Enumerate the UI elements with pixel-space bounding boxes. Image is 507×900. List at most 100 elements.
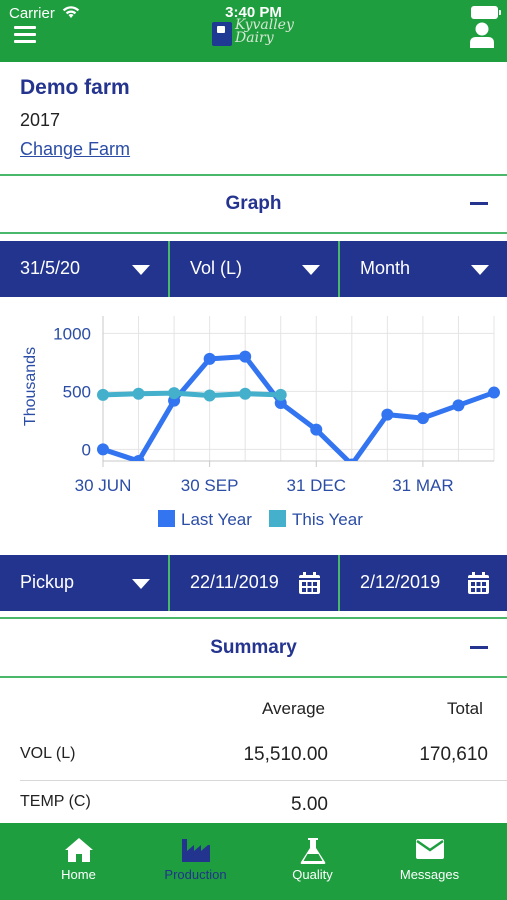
date-to-picker[interactable]: 2/12/2019	[340, 555, 507, 611]
summary-row-label: VOL (L)	[20, 745, 76, 762]
data-point-this-year	[203, 389, 216, 402]
logo-mark-icon	[212, 22, 232, 46]
divider-line	[0, 617, 507, 619]
summary-section-title: Summary	[210, 637, 297, 658]
graph-selector-bar: 31/5/20 Vol (L) Month	[0, 241, 507, 297]
data-point-last-year	[416, 412, 429, 425]
selector-divider	[168, 555, 170, 611]
summary-row-average: 5.00	[291, 794, 328, 815]
collapse-summary-icon[interactable]	[470, 646, 488, 649]
graph-section-header[interactable]: Graph	[0, 176, 507, 232]
chevron-down-icon	[302, 265, 320, 275]
series-line-last-year	[102, 354, 495, 461]
data-point-this-year	[97, 388, 109, 401]
data-point-this-year	[132, 387, 145, 400]
x-tick-label: 30 JUN	[75, 476, 132, 495]
nav-production-label: Production	[164, 867, 227, 882]
data-point-last-year	[381, 408, 394, 421]
legend-item-this-year[interactable]: This Year	[269, 510, 363, 530]
data-point-last-year	[132, 455, 145, 461]
date-from-picker[interactable]: 22/11/2019	[170, 555, 338, 611]
legend-swatch-last-year	[158, 510, 175, 527]
data-point-last-year	[203, 352, 216, 365]
volume-line-chart: 0 500 1000 30 JUN 30 SEP 31 DEC 31 MAR Thousand…	[22, 316, 500, 495]
date-from-value: 22/11/2019	[190, 572, 279, 592]
date-selector-value: 31/5/20	[20, 258, 81, 278]
data-point-this-year	[168, 387, 181, 400]
y-axis-label: Thousands	[22, 347, 39, 426]
calendar-icon	[299, 572, 320, 594]
pickup-type-selector[interactable]: Pickup	[0, 555, 168, 611]
x-tick-label: 30 SEP	[181, 476, 239, 495]
measure-selector-value: Vol (L)	[190, 258, 243, 278]
data-point-this-year	[274, 388, 287, 401]
legend-label-last-year: Last Year	[181, 510, 252, 529]
x-tick-label: 31 MAR	[392, 476, 453, 495]
change-farm-link[interactable]: Change Farm	[20, 139, 131, 159]
legend-item-last-year[interactable]: Last Year	[158, 510, 252, 530]
data-point-last-year	[346, 458, 357, 461]
period-selector-value: Month	[360, 258, 411, 278]
date-to-value: 2/12/2019	[360, 572, 441, 592]
nav-production[interactable]: Production	[137, 823, 254, 900]
divider-line	[0, 676, 507, 678]
calendar-icon	[468, 572, 489, 594]
summary-header-average: Average	[262, 699, 326, 718]
selector-divider	[338, 241, 340, 297]
farm-name: Demo farm	[20, 76, 130, 99]
data-point-last-year	[310, 423, 323, 436]
top-app-bar: Carrier 3:40 PM Kyvalley Dairy	[0, 0, 507, 62]
summary-row-label: TEMP (C)	[20, 793, 91, 810]
pickup-filter-bar: Pickup 22/11/2019 2/12/2019	[0, 555, 507, 611]
nav-home-label: Home	[61, 867, 96, 882]
legend-swatch-this-year	[269, 510, 286, 527]
nav-quality-label: Quality	[292, 867, 333, 882]
chart-legend: Last Year This Year	[0, 510, 507, 534]
flask-icon	[300, 838, 325, 864]
envelope-icon	[415, 839, 444, 859]
pickup-type-value: Pickup	[20, 572, 75, 592]
status-time: 3:40 PM	[225, 4, 282, 21]
home-icon	[64, 838, 93, 862]
collapse-graph-icon[interactable]	[470, 202, 488, 205]
data-point-last-year	[97, 443, 109, 456]
selector-divider	[338, 555, 340, 611]
x-tick-label: 31 DEC	[287, 476, 347, 495]
carrier-label: Carrier	[9, 5, 55, 22]
selector-divider	[168, 241, 170, 297]
summary-row-total: 170,610	[419, 744, 488, 765]
y-tick-label: 1000	[53, 324, 91, 343]
factory-icon	[181, 839, 210, 862]
divider-line	[0, 174, 507, 176]
nav-messages-label: Messages	[399, 867, 460, 882]
nav-home[interactable]: Home	[20, 823, 137, 900]
graph-section-title: Graph	[225, 193, 282, 214]
battery-icon	[471, 6, 501, 19]
data-point-this-year	[239, 387, 252, 400]
measure-selector[interactable]: Vol (L)	[170, 241, 338, 297]
y-tick-label: 0	[82, 440, 91, 459]
data-point-last-year	[452, 399, 465, 412]
user-profile-icon[interactable]	[470, 22, 494, 48]
data-point-last-year	[488, 386, 500, 399]
table-row-divider	[20, 780, 507, 781]
divider-line	[0, 232, 507, 234]
nav-quality[interactable]: Quality	[254, 823, 371, 900]
kyvalley-dairy-logo: Kyvalley Dairy	[210, 18, 300, 50]
chevron-down-icon	[132, 579, 150, 589]
period-selector[interactable]: Month	[340, 241, 507, 297]
bottom-navigation: Home Production Quality Messages	[0, 823, 507, 900]
logo-text: Kyvalley Dairy	[235, 17, 294, 46]
wifi-icon	[62, 6, 80, 18]
summary-header-total: Total	[447, 699, 483, 718]
chevron-down-icon	[471, 265, 489, 275]
series-line-this-year	[102, 390, 281, 398]
hamburger-menu-icon[interactable]	[14, 26, 36, 44]
summary-section-header[interactable]: Summary	[0, 620, 507, 676]
status-bar: Carrier 3:40 PM	[0, 0, 507, 26]
summary-row-average: 15,510.00	[243, 744, 328, 765]
nav-messages[interactable]: Messages	[371, 823, 488, 900]
data-point-last-year	[239, 350, 252, 363]
date-selector[interactable]: 31/5/20	[0, 241, 168, 297]
chevron-down-icon	[132, 265, 150, 275]
